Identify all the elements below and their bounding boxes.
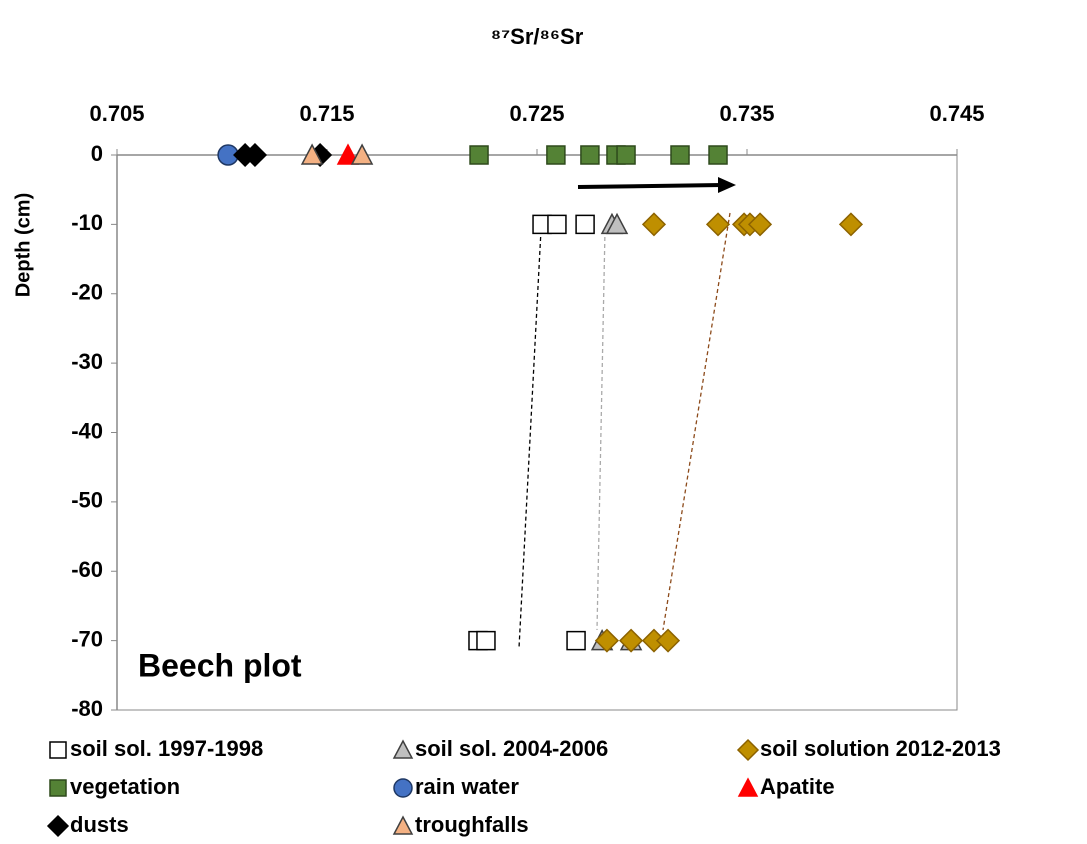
point xyxy=(350,143,374,165)
y-tick-label: -30 xyxy=(71,349,103,374)
arrow-head xyxy=(718,177,736,193)
point xyxy=(594,628,619,653)
point xyxy=(336,143,360,165)
y-tick-label: -60 xyxy=(71,557,103,582)
legend-marker xyxy=(49,779,67,797)
y-axis-label: Depth (cm) xyxy=(12,193,34,297)
trend-line xyxy=(596,229,606,631)
trend-line xyxy=(518,229,542,649)
point xyxy=(566,630,586,651)
point xyxy=(575,214,595,235)
plot-area xyxy=(116,154,958,711)
legend-label: dusts xyxy=(70,812,129,837)
x-tick-label: 0.725 xyxy=(509,101,564,126)
point xyxy=(242,142,268,168)
legend-marker xyxy=(392,739,414,759)
point xyxy=(580,145,600,165)
legend-marker xyxy=(392,815,414,835)
arrow xyxy=(577,183,723,189)
legend-marker xyxy=(736,738,760,762)
legend-label: soil solution 2012-2013 xyxy=(760,736,1001,761)
point xyxy=(605,212,629,235)
point xyxy=(670,145,690,165)
point xyxy=(655,628,681,653)
legend-label: rain water xyxy=(415,774,519,799)
y-tick-label: -80 xyxy=(71,696,103,721)
legend-marker xyxy=(49,741,67,759)
x-tick-label: 0.745 xyxy=(929,101,984,126)
point xyxy=(616,145,636,165)
y-tick-label: -50 xyxy=(71,488,103,513)
legend-label: Apatite xyxy=(760,774,835,799)
point xyxy=(547,214,567,235)
y-tick-label: -20 xyxy=(71,280,103,305)
y-tick-label: -40 xyxy=(71,418,103,443)
x-tick-label: 0.735 xyxy=(719,101,774,126)
point xyxy=(476,630,496,651)
legend-label: soil sol. 1997-1998 xyxy=(70,736,263,761)
legend-label: vegetation xyxy=(70,774,180,799)
y-tick-label: 0 xyxy=(91,141,103,166)
point xyxy=(546,145,566,165)
point xyxy=(747,212,773,237)
chart-title: ⁸⁷Sr/⁸⁶Sr xyxy=(491,24,584,49)
point xyxy=(300,143,324,165)
point xyxy=(469,145,489,165)
x-tick-label: 0.705 xyxy=(89,101,144,126)
y-tick-label: -10 xyxy=(71,210,103,235)
legend-label: troughfalls xyxy=(415,812,529,837)
point xyxy=(708,145,728,165)
x-tick-label: 0.715 xyxy=(299,101,354,126)
point xyxy=(838,212,864,237)
point xyxy=(641,212,667,237)
legend-marker xyxy=(393,778,413,798)
annotation: Beech plot xyxy=(138,647,302,683)
legend-marker xyxy=(46,814,70,838)
y-tick-label: -70 xyxy=(71,626,103,651)
legend-marker xyxy=(737,777,759,797)
trend-line xyxy=(662,212,731,631)
point xyxy=(619,628,644,653)
point xyxy=(705,212,731,237)
legend-label: soil sol. 2004-2006 xyxy=(415,736,608,761)
